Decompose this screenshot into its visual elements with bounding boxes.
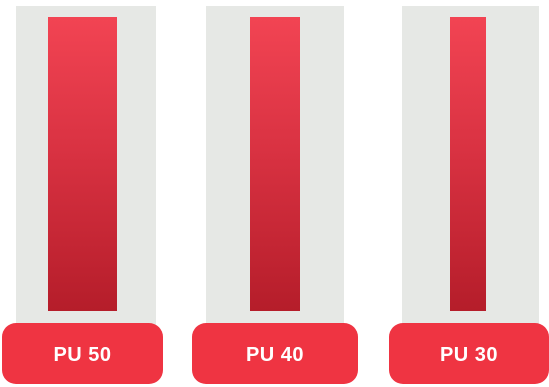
- profile-bar: [48, 17, 117, 311]
- product-label-button[interactable]: PU 40: [192, 323, 358, 384]
- product-label-button[interactable]: PU 30: [389, 323, 549, 384]
- profile-bar: [250, 17, 300, 311]
- product-label-text: PU 30: [439, 344, 499, 366]
- profile-bar: [450, 17, 486, 311]
- product-label-button[interactable]: PU 50: [2, 323, 163, 384]
- product-card-pu-40: PU 40: [192, 0, 358, 387]
- product-card-pu-30: PU 30: [389, 0, 549, 387]
- product-label-text: PU 50: [53, 344, 112, 366]
- product-label-text: PU 40: [245, 344, 305, 366]
- product-card-pu-50: PU 50: [0, 0, 165, 387]
